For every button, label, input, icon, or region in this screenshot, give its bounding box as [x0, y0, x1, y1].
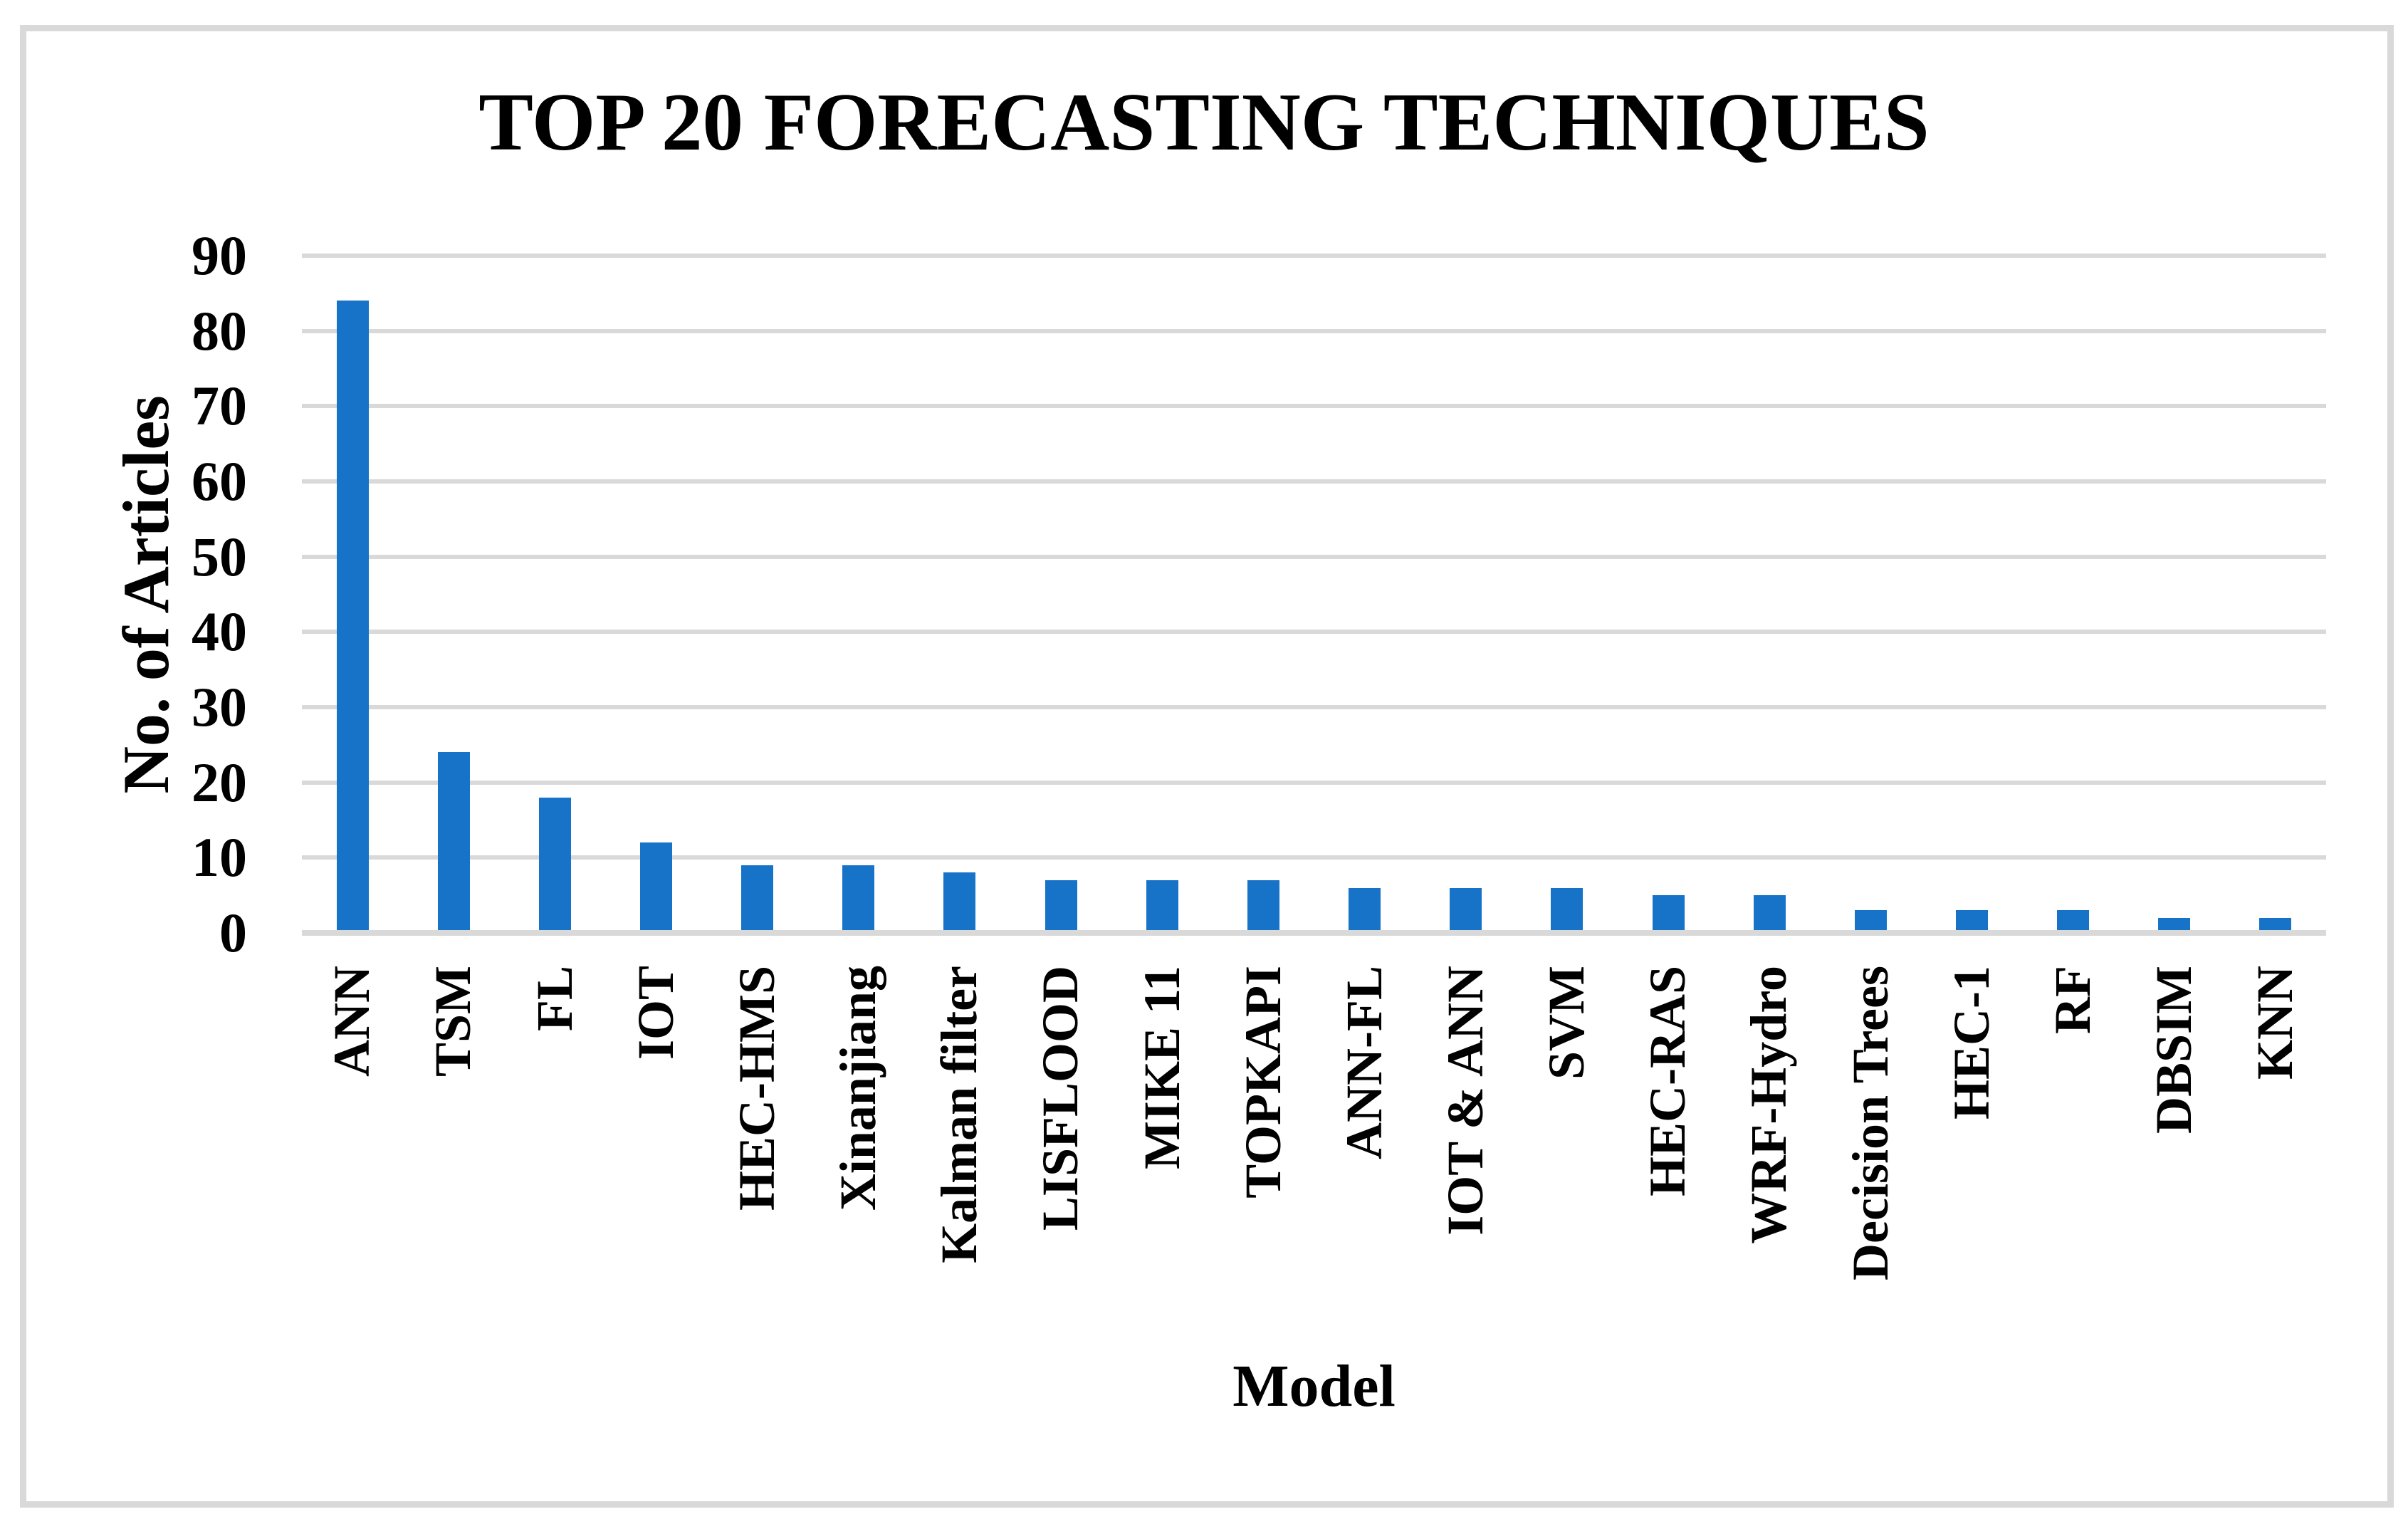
x-category-label: FL — [525, 966, 583, 1032]
bar-iot-ann — [1450, 887, 1482, 933]
gridline — [302, 554, 2326, 559]
bar-rf — [2057, 910, 2090, 933]
x-category-label: LISFLOOD — [1032, 966, 1089, 1231]
y-tick-label: 80 — [192, 299, 247, 362]
x-label-cell: Kalman filter — [909, 966, 1010, 1379]
y-tick-label: 90 — [192, 224, 247, 286]
bar-kalman-filter — [943, 872, 976, 933]
x-label-cell: IOT — [605, 966, 706, 1379]
bar-tsm — [437, 752, 470, 933]
x-category-label: TOPKAPI — [1234, 966, 1292, 1199]
bar-svm — [1551, 887, 1583, 933]
x-label-cell: ANN — [302, 966, 403, 1379]
bar-iot — [640, 842, 673, 933]
y-tick-label: 0 — [219, 902, 247, 964]
x-label-cell: LISFLOOD — [1010, 966, 1111, 1379]
bar-ann-fl — [1349, 887, 1381, 933]
y-tick-label: 60 — [192, 450, 247, 512]
bar-hec-1 — [1955, 910, 1988, 933]
bar-hec-ras — [1652, 895, 1685, 933]
x-label-cell: SVM — [1517, 966, 1618, 1379]
plot-area — [302, 254, 2326, 936]
bar-hec-hms — [741, 865, 774, 933]
x-category-label: TSM — [424, 966, 482, 1077]
x-category-label: MIKE 11 — [1133, 966, 1190, 1170]
x-label-cell: DBSIM — [2124, 966, 2225, 1379]
x-category-label: HEC-RAS — [1639, 966, 1697, 1197]
x-category-label: RF — [2043, 966, 2101, 1034]
x-label-cell: WRF-Hydro — [1719, 966, 1820, 1379]
bar-fl — [538, 797, 571, 933]
x-label-cell: RF — [2023, 966, 2124, 1379]
x-category-label: KNN — [2246, 966, 2304, 1080]
x-category-label: Decision Trees — [1841, 966, 1899, 1280]
bar-topkapi — [1247, 880, 1279, 933]
x-category-label: SVM — [1538, 966, 1596, 1080]
x-label-cell: HEC-HMS — [707, 966, 808, 1379]
x-category-label: IOT & ANN — [1437, 966, 1494, 1236]
chart-title: TOP 20 FORECASTING TECHNIQUES — [478, 77, 1930, 167]
x-category-label: Kalman filter — [931, 966, 988, 1263]
x-axis-category-labels: ANN TSM FL IOT HEC-HMS Xinanjiang Kalman filte… — [302, 966, 2326, 1379]
x-category-label: DBSIM — [2145, 966, 2203, 1134]
x-label-cell: HEC-1 — [1922, 966, 2023, 1379]
x-axis-line — [302, 930, 2326, 936]
gridline — [302, 254, 2326, 258]
y-tick-label: 70 — [192, 375, 247, 437]
bar-knn — [2259, 917, 2292, 933]
gridline — [302, 479, 2326, 484]
bar-xinanjiang — [842, 865, 875, 933]
x-label-cell: TOPKAPI — [1213, 966, 1314, 1379]
y-tick-label: 20 — [192, 751, 247, 813]
y-tick-label: 50 — [192, 525, 247, 588]
x-label-cell: IOT & ANN — [1415, 966, 1517, 1379]
gridline — [302, 855, 2326, 860]
y-tick-label: 30 — [192, 676, 247, 738]
x-label-cell: Decision Trees — [1820, 966, 1921, 1379]
chart-border — [20, 25, 2394, 1508]
bar-lisflood — [1045, 880, 1077, 933]
x-label-cell: KNN — [2225, 966, 2326, 1379]
x-label-cell: Xinanjiang — [808, 966, 909, 1379]
gridline — [302, 705, 2326, 709]
gridline — [302, 404, 2326, 409]
bar-decision-trees — [1854, 910, 1887, 933]
x-axis-title: Model — [1232, 1353, 1396, 1419]
y-tick-label: 10 — [192, 826, 247, 889]
x-category-label: IOT — [627, 966, 684, 1060]
bar-ann — [336, 301, 369, 933]
x-label-cell: HEC-RAS — [1618, 966, 1719, 1379]
x-category-label: WRF-Hydro — [1740, 966, 1798, 1244]
x-label-cell: TSM — [403, 966, 504, 1379]
x-label-cell: MIKE 11 — [1111, 966, 1213, 1379]
y-tick-label: 40 — [192, 600, 247, 663]
bar-wrf-hydro — [1753, 895, 1786, 933]
x-category-label: ANN — [323, 966, 381, 1077]
bar-mike-11 — [1146, 880, 1178, 933]
x-label-cell: FL — [504, 966, 605, 1379]
gridline — [302, 630, 2326, 635]
gridline — [302, 328, 2326, 333]
bar-dbsim — [2158, 917, 2191, 933]
x-category-label: HEC-1 — [1942, 966, 2000, 1120]
gridline — [302, 780, 2326, 785]
x-label-cell: ANN-FL — [1314, 966, 1415, 1379]
x-category-label: HEC-HMS — [728, 966, 785, 1211]
x-category-label: ANN-FL — [1335, 966, 1393, 1159]
x-category-label: Xinanjiang — [829, 966, 887, 1211]
